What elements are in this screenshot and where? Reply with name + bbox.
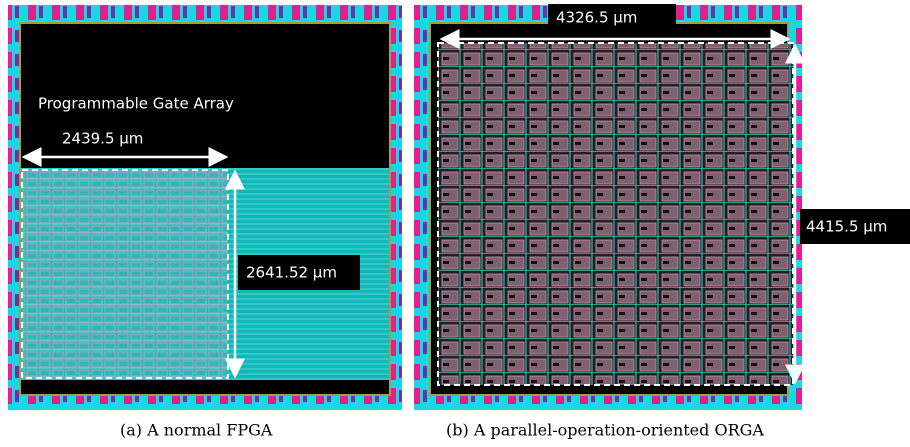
gate-array (438, 43, 793, 385)
panel-b: 4326.5 µm 4415.5 µm (b) A parallel-opera… (414, 4, 910, 440)
width-label: 2439.5 µm (62, 130, 143, 148)
panel-title: Programmable Gate Array (38, 95, 234, 113)
caption: (a) A normal FPGA (120, 421, 273, 440)
figure: Programmable Gate Array 2439.5 µm 2641.5… (0, 0, 910, 447)
gate-array (22, 170, 228, 378)
height-label: 4415.5 µm (806, 218, 887, 236)
caption: (b) A parallel-operation-oriented ORGA (446, 421, 764, 440)
width-label: 4326.5 µm (556, 9, 637, 27)
height-label: 2641.52 µm (246, 264, 337, 282)
panel-a: Programmable Gate Array 2439.5 µm 2641.5… (8, 5, 402, 440)
